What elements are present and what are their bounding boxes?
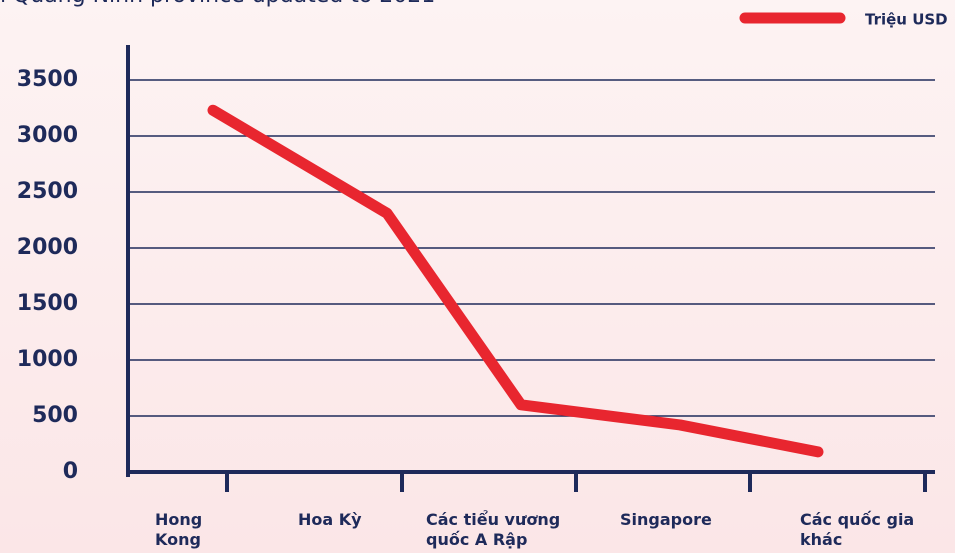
legend-label: Triệu USD	[865, 11, 948, 29]
y-tick-label: 3500	[17, 67, 78, 92]
x-tick-label: Hong Kong	[155, 510, 203, 549]
y-tick-label: 2000	[17, 235, 78, 260]
x-tick-label: Các tiểu vương quốc A Rập	[426, 510, 561, 549]
y-tick-label: 1000	[17, 347, 78, 372]
y-tick-label: 0	[63, 459, 78, 484]
y-tick-label: 2500	[17, 179, 78, 204]
y-tick-label: 500	[32, 403, 78, 428]
line	[207, 104, 824, 458]
y-tick-label: 1500	[17, 291, 78, 316]
x-tick-label: Các quốc gia khác	[800, 510, 915, 549]
x-tick-label: Hoa Kỳ	[298, 510, 362, 529]
x-tick-label: Singapore	[620, 510, 712, 529]
y-tick-label: 3000	[17, 123, 78, 148]
chart-title: n Quang Ninh province updated to 2021	[0, 0, 435, 8]
